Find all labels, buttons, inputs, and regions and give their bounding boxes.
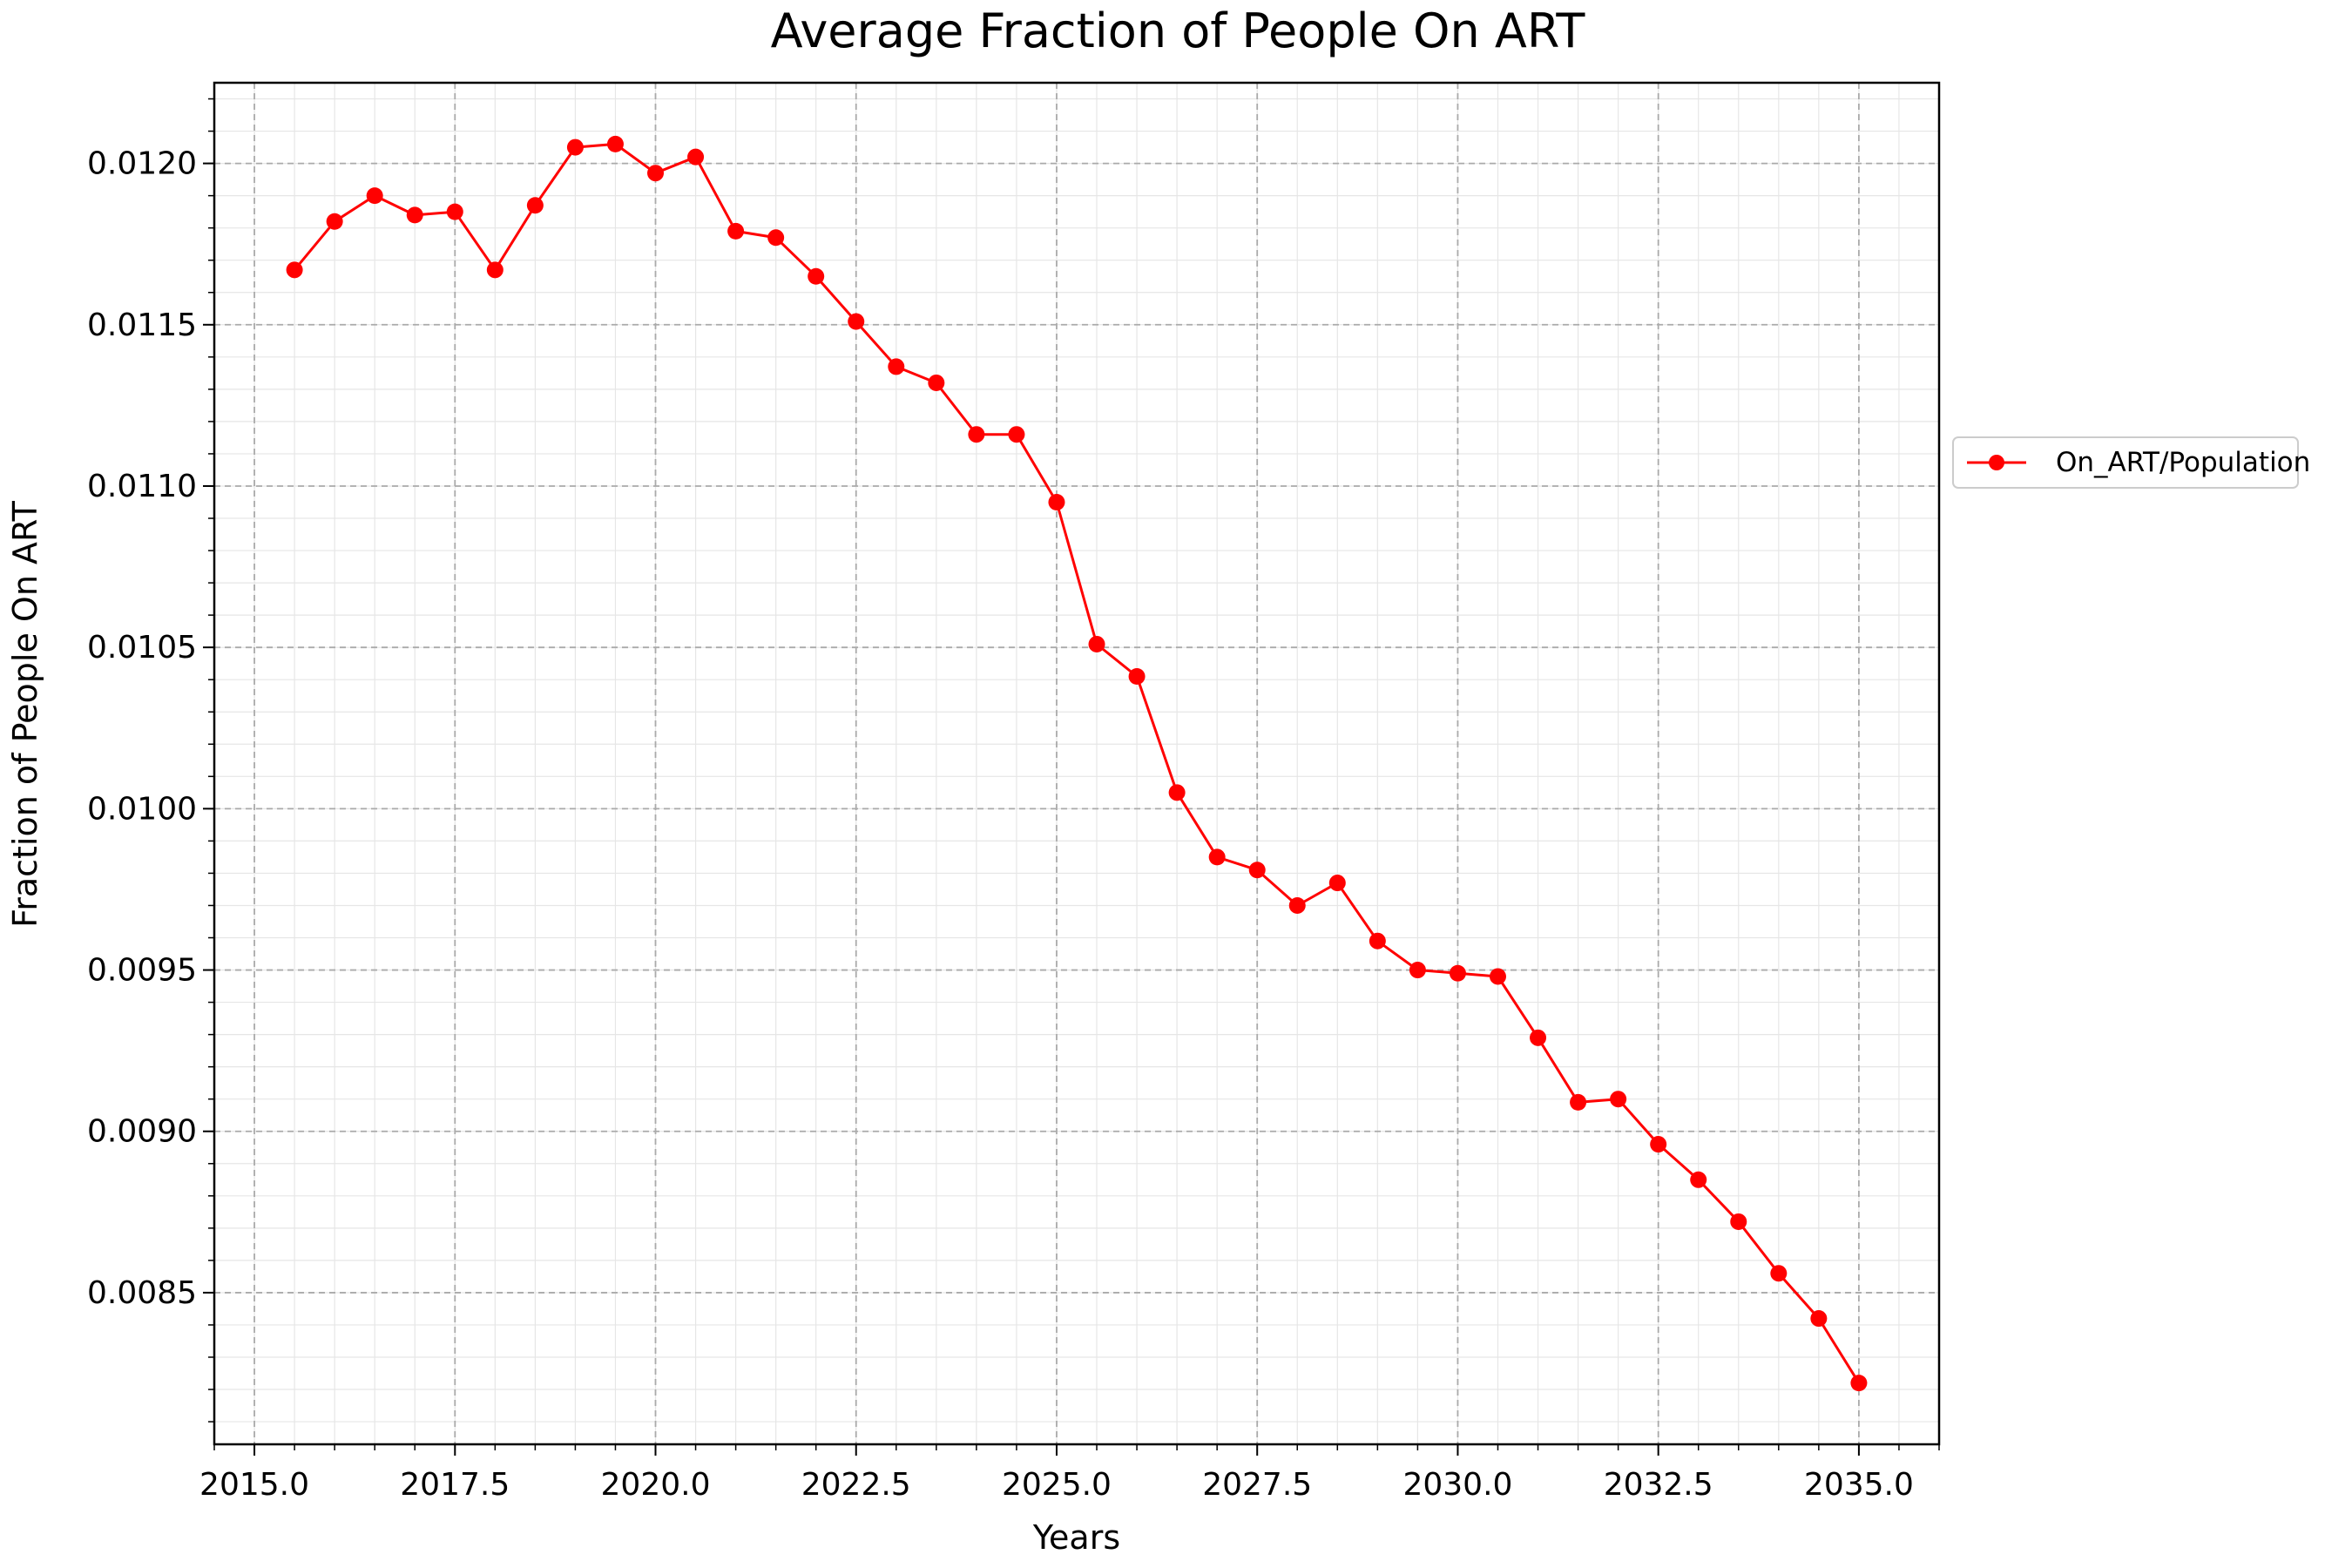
data-point xyxy=(1570,1093,1587,1111)
y-tick-label: 0.0120 xyxy=(87,146,197,182)
data-point xyxy=(1650,1136,1667,1153)
y-tick-label: 0.0095 xyxy=(87,953,197,989)
x-axis-label: Years xyxy=(1032,1518,1120,1557)
data-point xyxy=(1088,635,1105,652)
data-point xyxy=(366,187,383,205)
y-tick-label: 0.0090 xyxy=(87,1114,197,1150)
data-point xyxy=(566,139,584,156)
x-tick-label: 2027.5 xyxy=(1202,1467,1312,1503)
x-tick-label: 2030.0 xyxy=(1402,1467,1512,1503)
y-tick-label: 0.0100 xyxy=(87,791,197,827)
y-tick-label: 0.0115 xyxy=(87,308,197,343)
y-tick-label: 0.0105 xyxy=(87,630,197,666)
x-tick-label: 2020.0 xyxy=(601,1467,711,1503)
data-point xyxy=(1449,964,1466,982)
data-point xyxy=(486,261,504,279)
data-point xyxy=(1530,1029,1547,1046)
data-point xyxy=(1810,1310,1828,1328)
x-tick-label: 2025.0 xyxy=(1002,1467,1112,1503)
data-point xyxy=(1048,493,1065,510)
data-point xyxy=(968,426,985,443)
data-point xyxy=(687,148,705,166)
chart-title: Average Fraction of People On ART xyxy=(771,3,1586,58)
major-grid xyxy=(214,83,1939,1444)
data-point xyxy=(1369,932,1386,950)
data-point xyxy=(1328,875,1346,892)
data-point xyxy=(606,135,624,152)
data-point xyxy=(1610,1091,1627,1108)
y-axis-label: Fraction of People On ART xyxy=(6,500,44,928)
legend-marker xyxy=(1989,455,2004,470)
data-point xyxy=(848,313,865,330)
data-point xyxy=(888,358,905,375)
x-tick-label: 2032.5 xyxy=(1604,1467,1713,1503)
series-line xyxy=(293,142,1861,1384)
x-tick-label: 2022.5 xyxy=(801,1467,911,1503)
data-point xyxy=(446,203,463,220)
data-point xyxy=(1208,848,1226,866)
legend: On_ART/Population xyxy=(1952,436,2310,489)
plot-frame xyxy=(213,81,1941,1446)
data-point xyxy=(1489,968,1506,985)
y-tick-label: 0.0110 xyxy=(87,469,197,504)
data-point xyxy=(406,206,423,224)
data-point xyxy=(767,229,785,247)
data-point xyxy=(727,222,745,240)
x-tick-label: 2017.5 xyxy=(400,1467,510,1503)
data-point xyxy=(326,213,343,230)
legend-box xyxy=(1952,436,2299,489)
data-point xyxy=(1730,1213,1747,1230)
data-point xyxy=(1288,896,1306,914)
data-point xyxy=(1248,862,1266,879)
data-point xyxy=(1770,1265,1788,1282)
y-tick-label: 0.0085 xyxy=(87,1275,197,1311)
data-point xyxy=(1690,1171,1707,1188)
data-point xyxy=(286,261,303,279)
data-point xyxy=(928,374,945,391)
axis-ticks: 2015.0 2017.5 2020.0 2022.5 2025.0 2027.5 2030… xyxy=(87,98,1940,1503)
data-point xyxy=(1168,784,1186,801)
data-point xyxy=(1128,667,1146,685)
data-point xyxy=(1850,1375,1868,1392)
series-layer xyxy=(286,135,1868,1392)
data-point xyxy=(647,165,665,182)
data-point xyxy=(1008,426,1025,443)
legend-label: On_ART/Population xyxy=(2056,447,2310,478)
data-point xyxy=(1409,962,1426,979)
x-tick-label: 2035.0 xyxy=(1804,1467,1914,1503)
data-point xyxy=(808,267,825,285)
data-point xyxy=(526,197,544,214)
x-tick-label: 2015.0 xyxy=(199,1467,309,1503)
